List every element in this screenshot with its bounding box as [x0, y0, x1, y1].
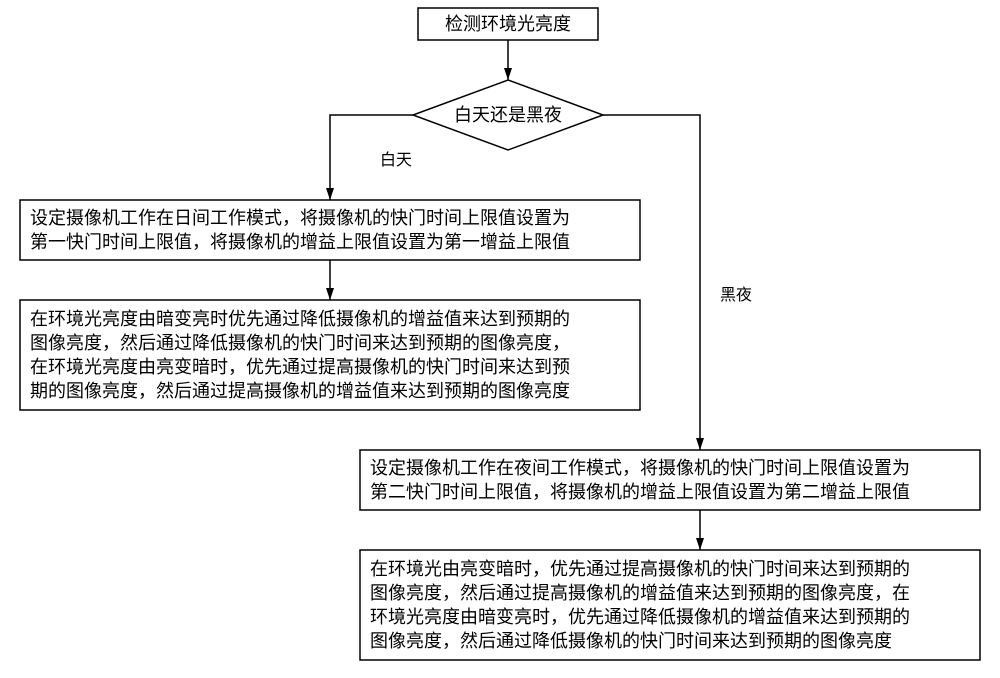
node-text: 图像亮度，然后通过降低摄像机的快门时间来达到预期的图像亮度， [30, 333, 570, 353]
node-text: 设定摄像机工作在夜间工作模式，将摄像机的快门时间上限值设置为 [370, 458, 910, 478]
node-text: 期的图像亮度，然后通过提高摄像机的增益值来达到预期的图像亮度 [30, 381, 570, 401]
node-text: 设定摄像机工作在日间工作模式，将摄像机的快门时间上限值设置为 [30, 208, 570, 228]
node-night1: 设定摄像机工作在夜间工作模式，将摄像机的快门时间上限值设置为第二快门时间上限值，… [360, 450, 980, 510]
node-text: 在环境光由亮变暗时，优先通过提高摄像机的快门时间来达到预期的 [370, 559, 910, 579]
node-text: 环境光亮度由暗变亮时，优先通过降低摄像机的增益值来达到预期的 [370, 607, 910, 627]
node-decision: 白天还是黑夜 [413, 80, 603, 150]
node-start: 检测环境光亮度 [418, 8, 598, 40]
node-text: 第二快门时间上限值，将摄像机的增益上限值设置为第二增益上限值 [370, 482, 910, 502]
flowchart-canvas: 白天黑夜 检测环境光亮度白天还是黑夜设定摄像机工作在日间工作模式，将摄像机的快门时… [0, 0, 1000, 678]
node-text: 图像亮度，然后通过提高摄像机的增益值来达到预期的图像亮度，在 [370, 583, 910, 603]
node-text: 在环境光亮度由暗变亮时优先通过降低摄像机的增益值来达到预期的 [30, 309, 570, 329]
node-night2: 在环境光由亮变暗时，优先通过提高摄像机的快门时间来达到预期的图像亮度，然后通过提… [360, 550, 980, 660]
edge-label: 黑夜 [720, 286, 752, 304]
edge-label: 白天 [380, 151, 412, 169]
node-text: 检测环境光亮度 [445, 14, 571, 34]
node-text: 在环境光亮度由亮变暗时，优先通过提高摄像机的快门时间来达到预 [30, 357, 570, 377]
node-text: 第一快门时间上限值，将摄像机的增益上限值设置为第一增益上限值 [30, 232, 570, 252]
node-text: 白天还是黑夜 [454, 105, 562, 125]
node-day2: 在环境光亮度由暗变亮时优先通过降低摄像机的增益值来达到预期的图像亮度，然后通过降… [20, 300, 640, 410]
node-day1: 设定摄像机工作在日间工作模式，将摄像机的快门时间上限值设置为第一快门时间上限值，… [20, 200, 640, 260]
node-text: 图像亮度，然后通过降低摄像机的快门时间来达到预期的图像亮度 [370, 631, 892, 651]
